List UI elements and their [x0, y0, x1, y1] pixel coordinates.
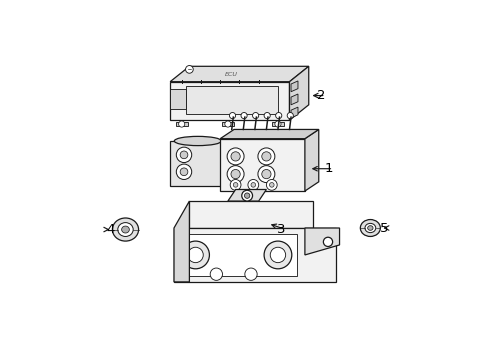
Ellipse shape — [118, 222, 133, 237]
Polygon shape — [185, 234, 297, 276]
Circle shape — [270, 247, 285, 263]
Circle shape — [176, 164, 191, 180]
Circle shape — [244, 268, 257, 280]
Circle shape — [180, 168, 187, 176]
Circle shape — [229, 112, 235, 119]
Polygon shape — [271, 122, 284, 126]
Circle shape — [230, 170, 240, 179]
Polygon shape — [189, 201, 312, 228]
Circle shape — [244, 193, 249, 198]
Circle shape — [261, 170, 270, 179]
Circle shape — [233, 183, 238, 187]
Polygon shape — [170, 66, 308, 82]
Circle shape — [178, 121, 184, 127]
Text: 2: 2 — [317, 89, 325, 102]
Circle shape — [261, 152, 270, 161]
Circle shape — [226, 166, 244, 183]
Circle shape — [247, 180, 258, 190]
Circle shape — [252, 112, 258, 119]
Circle shape — [176, 147, 191, 163]
Ellipse shape — [174, 136, 221, 145]
Polygon shape — [174, 228, 335, 282]
Ellipse shape — [122, 226, 129, 233]
Polygon shape — [175, 122, 187, 126]
Polygon shape — [170, 89, 185, 109]
Ellipse shape — [367, 226, 372, 230]
Text: 5: 5 — [380, 221, 388, 234]
Circle shape — [230, 152, 240, 161]
Polygon shape — [305, 130, 318, 191]
Polygon shape — [174, 201, 189, 282]
Circle shape — [286, 112, 293, 119]
Text: 1: 1 — [324, 162, 333, 175]
Circle shape — [323, 237, 332, 247]
Circle shape — [180, 151, 187, 159]
Circle shape — [257, 166, 274, 183]
Polygon shape — [221, 122, 234, 126]
Ellipse shape — [112, 218, 138, 241]
Circle shape — [241, 112, 246, 119]
Circle shape — [264, 241, 291, 269]
Circle shape — [275, 112, 281, 119]
Circle shape — [230, 180, 241, 190]
Circle shape — [269, 183, 274, 187]
Ellipse shape — [364, 223, 375, 233]
Circle shape — [241, 190, 252, 201]
Polygon shape — [170, 141, 225, 186]
Polygon shape — [305, 228, 339, 255]
Polygon shape — [290, 81, 297, 92]
Circle shape — [257, 148, 274, 165]
Polygon shape — [185, 86, 277, 114]
Circle shape — [250, 183, 255, 187]
Text: ECU: ECU — [225, 72, 238, 77]
Text: 4: 4 — [106, 223, 114, 236]
Circle shape — [185, 66, 193, 73]
Circle shape — [187, 247, 203, 263]
Polygon shape — [290, 107, 297, 118]
Polygon shape — [227, 189, 266, 201]
Polygon shape — [290, 94, 297, 105]
Circle shape — [226, 148, 244, 165]
Polygon shape — [220, 130, 318, 139]
Circle shape — [210, 268, 222, 280]
Circle shape — [224, 121, 230, 127]
Circle shape — [264, 112, 270, 119]
Polygon shape — [170, 82, 289, 120]
Text: 3: 3 — [277, 223, 285, 236]
Polygon shape — [220, 139, 305, 191]
Circle shape — [266, 180, 277, 190]
Circle shape — [182, 241, 209, 269]
Polygon shape — [289, 66, 308, 120]
Ellipse shape — [360, 220, 380, 237]
Circle shape — [274, 121, 281, 127]
